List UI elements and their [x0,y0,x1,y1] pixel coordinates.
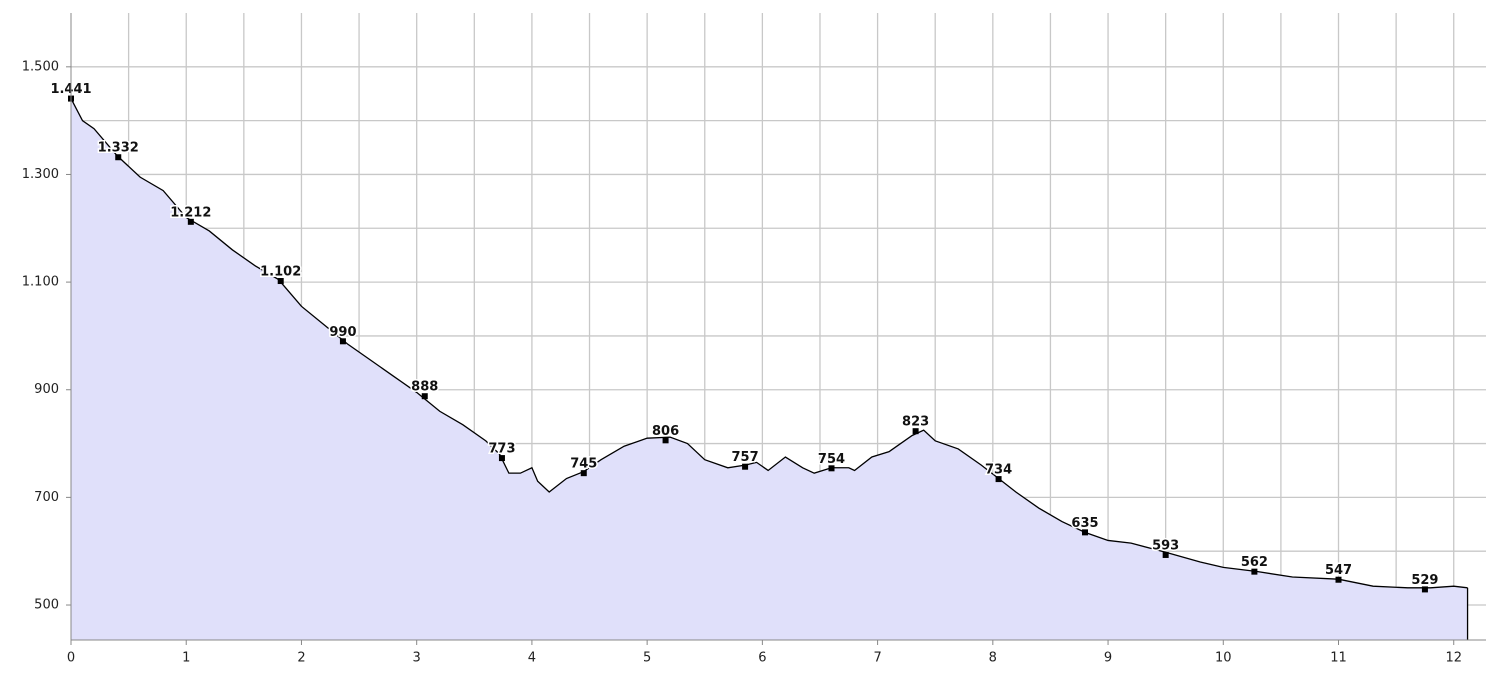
y-tick-label: 900 [34,382,59,397]
marker [742,463,749,470]
x-tick-label: 10 [1215,651,1232,666]
x-tick-label: 7 [873,651,881,666]
value-label: 734 [985,463,1012,478]
value-label: 757 [732,450,759,465]
value-label: 593 [1152,538,1179,553]
x-tick-label: 2 [297,651,305,666]
value-label: 529 [1411,573,1438,588]
marker [277,278,284,285]
area [71,98,1468,641]
marker [1082,529,1089,536]
marker [421,393,428,400]
value-label: 1.102 [260,265,301,280]
marker [662,437,669,444]
value-label: 1.212 [170,205,211,220]
value-label: 635 [1071,516,1098,531]
y-tick-label: 1.100 [22,275,59,290]
marker [339,338,346,345]
x-tick-label: 3 [413,651,421,666]
value-label: 562 [1241,555,1268,570]
y-tick-label: 500 [34,598,59,613]
value-label: 773 [488,442,515,457]
x-tick-label: 5 [643,651,651,666]
x-tick-label: 9 [1104,651,1112,666]
x-tick-label: 8 [989,651,997,666]
value-label: 754 [818,452,845,467]
y-tick-label: 1.500 [22,59,59,74]
marker [828,465,835,472]
value-label: 888 [411,380,438,395]
x-tick-label: 4 [528,651,536,666]
marker [995,476,1002,483]
value-label: 823 [902,415,929,430]
marker [1162,551,1169,558]
x-tick-label: 11 [1330,651,1347,666]
x-tick-label: 12 [1445,651,1462,666]
marker [498,455,505,462]
marker [580,470,587,477]
marker [115,154,122,161]
x-tick-label: 0 [67,651,75,666]
value-label: 990 [329,325,356,340]
marker [187,218,194,225]
x-tick-label: 1 [182,651,190,666]
line [70,98,1468,589]
value-label: 745 [570,457,597,472]
marker [1335,576,1342,583]
marker [1251,568,1258,575]
marker [1421,586,1428,593]
value-label: 806 [652,424,679,439]
x-tick-label: 6 [758,651,766,666]
marker [912,428,919,435]
value-label: 1.332 [98,141,139,156]
y-tick-label: 1.300 [22,167,59,182]
y-tick-label: 700 [34,490,59,505]
value-label: 547 [1325,563,1352,578]
